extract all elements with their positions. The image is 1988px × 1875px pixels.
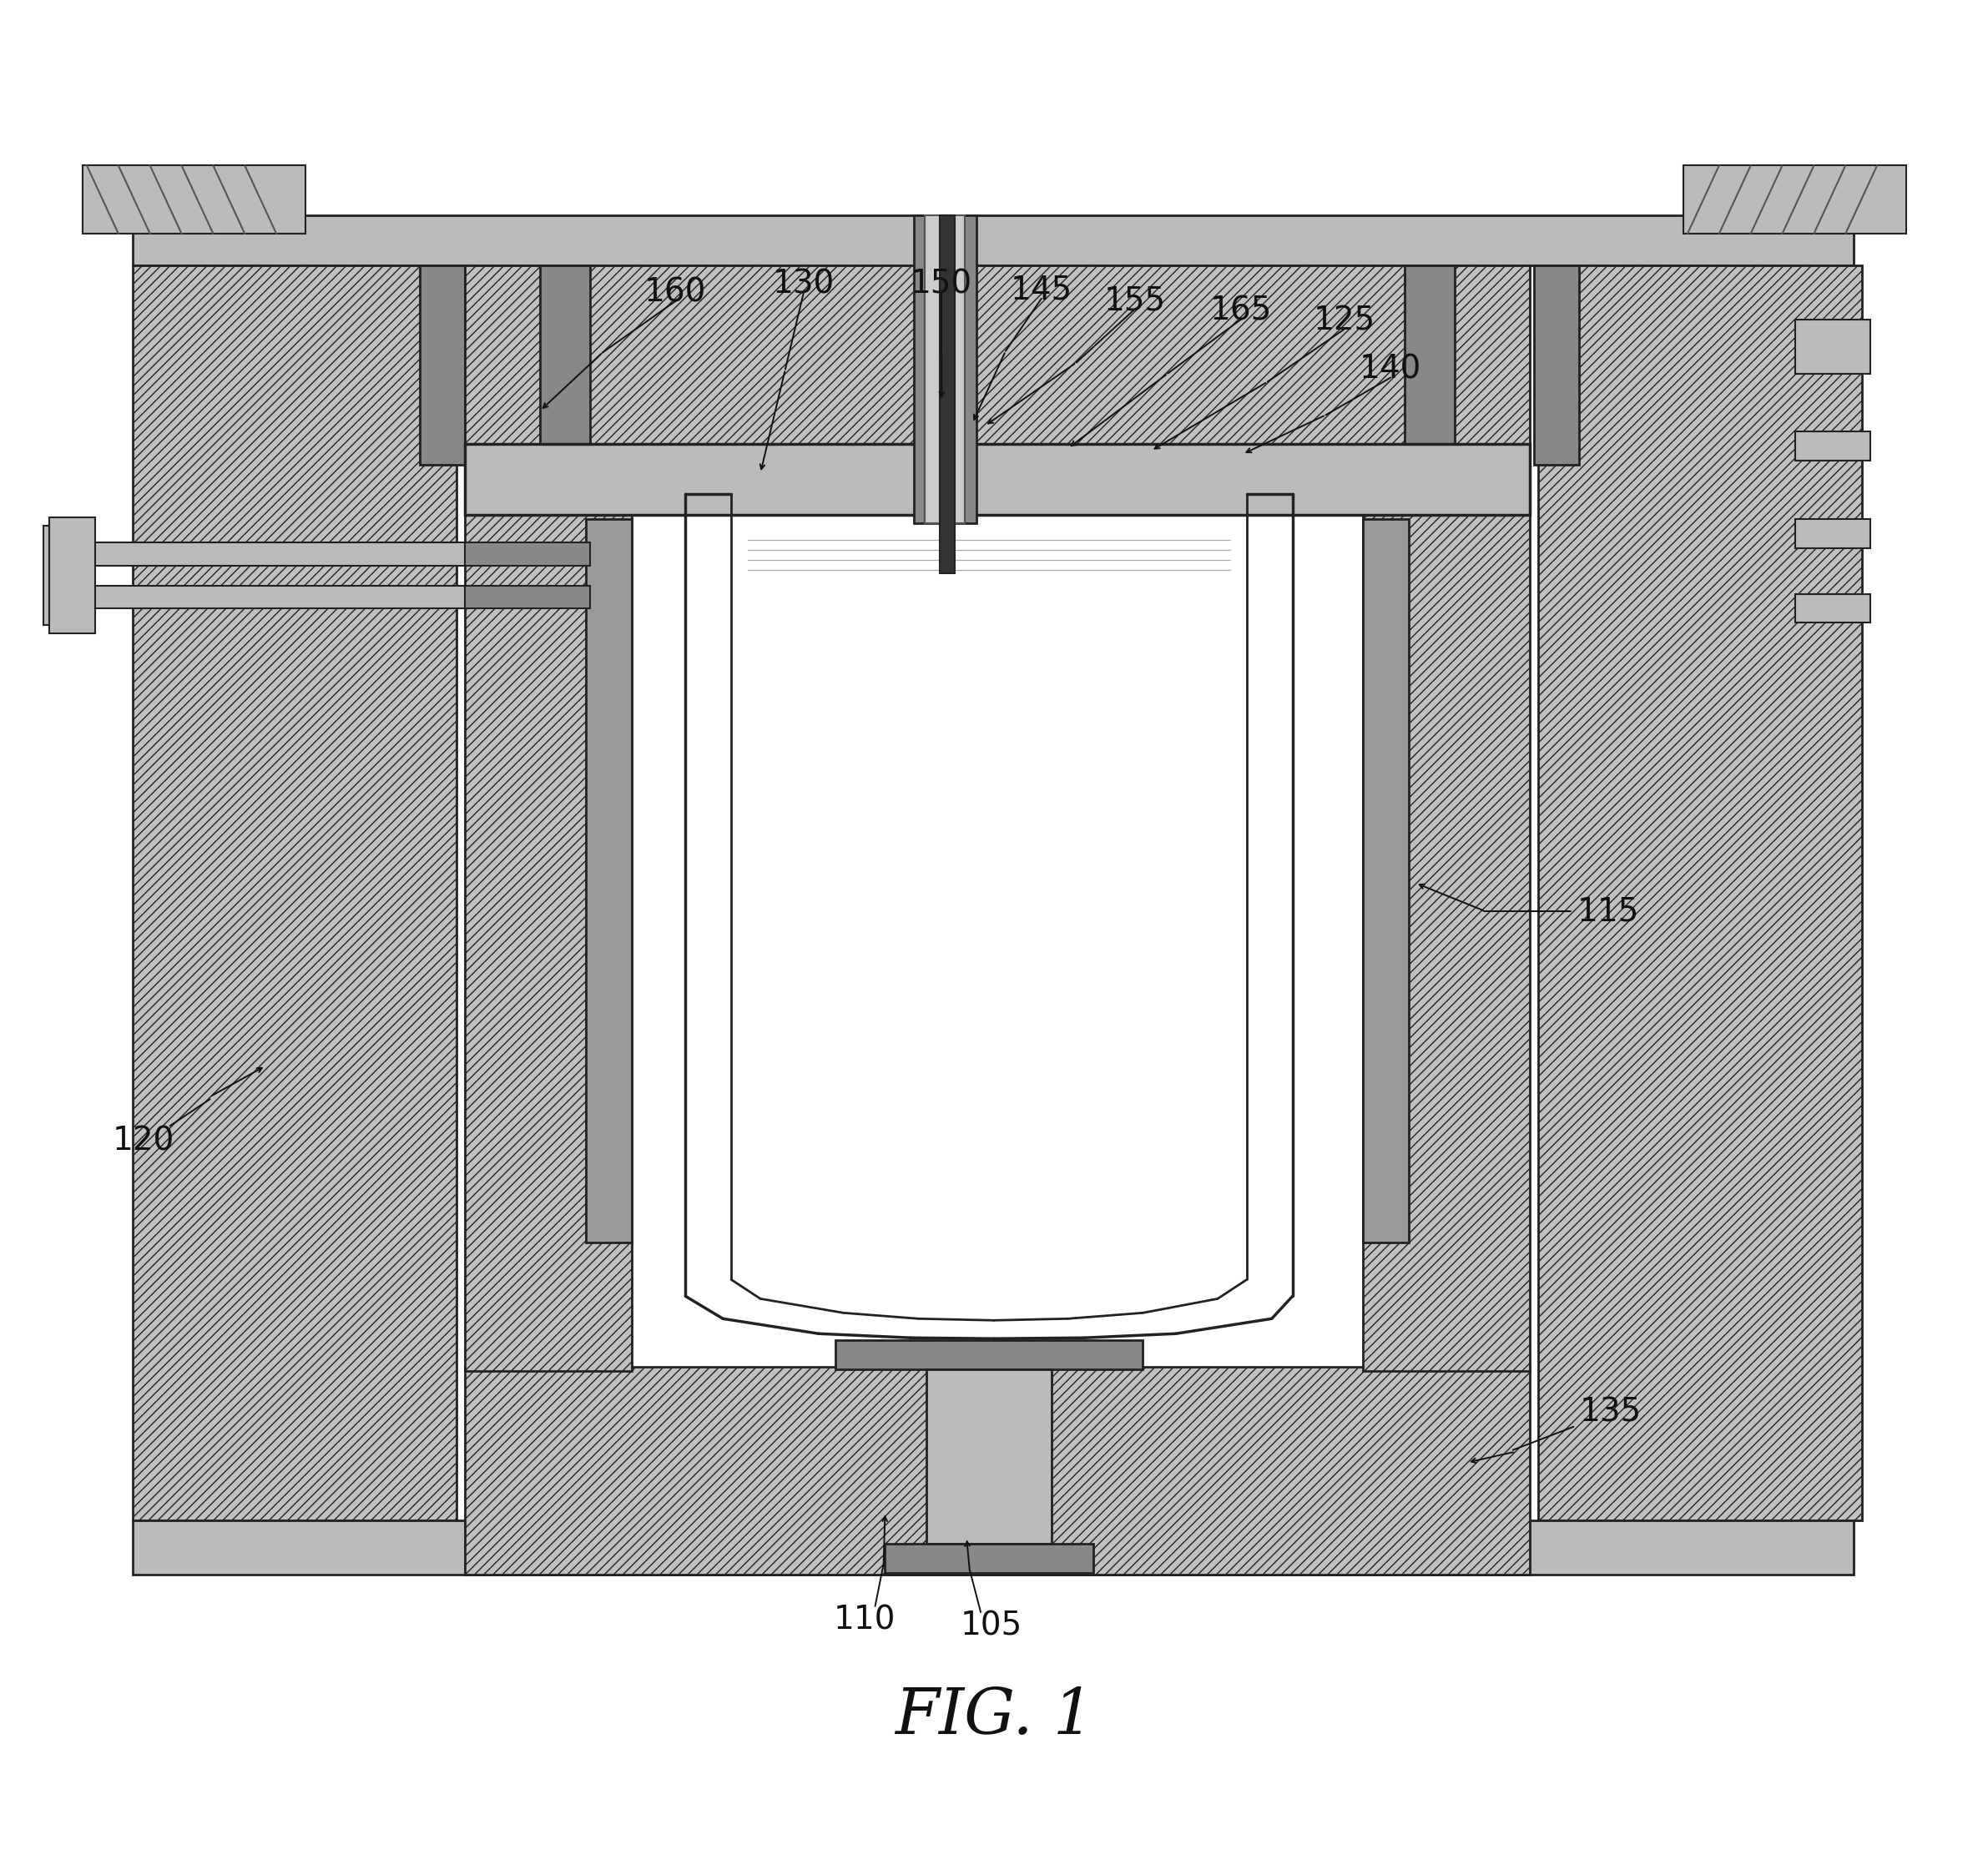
Polygon shape bbox=[686, 493, 1292, 1335]
Bar bbox=[914, 216, 976, 523]
Text: 115: 115 bbox=[1576, 896, 1638, 926]
Bar bbox=[586, 519, 632, 1243]
Bar bbox=[1795, 519, 1871, 548]
Bar bbox=[885, 1543, 1093, 1573]
Text: 145: 145 bbox=[1010, 274, 1072, 306]
Text: 150: 150 bbox=[911, 268, 972, 300]
Bar bbox=[419, 266, 465, 465]
Bar bbox=[1364, 519, 1409, 1243]
Bar bbox=[926, 1369, 1052, 1543]
Bar bbox=[465, 266, 1529, 473]
Bar bbox=[133, 266, 457, 1521]
Bar bbox=[465, 1367, 1529, 1575]
Bar bbox=[541, 266, 590, 499]
Text: 155: 155 bbox=[1103, 285, 1165, 317]
Bar bbox=[1406, 266, 1455, 499]
Bar bbox=[1364, 473, 1529, 1371]
Bar bbox=[465, 444, 1529, 516]
Text: 160: 160 bbox=[644, 278, 706, 309]
Bar bbox=[50, 518, 95, 634]
Text: 140: 140 bbox=[1360, 352, 1421, 384]
Bar bbox=[465, 585, 590, 609]
Bar bbox=[465, 473, 632, 1371]
Text: 120: 120 bbox=[113, 1125, 175, 1157]
Bar bbox=[924, 216, 964, 523]
Bar bbox=[940, 216, 954, 574]
Bar bbox=[1539, 266, 1863, 1521]
Text: 135: 135 bbox=[1578, 1397, 1642, 1429]
Bar bbox=[70, 585, 469, 609]
Text: 110: 110 bbox=[833, 1605, 895, 1637]
Bar bbox=[70, 542, 469, 566]
Text: 125: 125 bbox=[1314, 306, 1376, 338]
Bar bbox=[133, 216, 1853, 266]
Bar bbox=[1795, 319, 1871, 373]
Bar bbox=[133, 1521, 1853, 1575]
Text: 105: 105 bbox=[960, 1611, 1022, 1642]
Text: 165: 165 bbox=[1211, 294, 1272, 326]
Bar bbox=[44, 525, 78, 626]
Text: 130: 130 bbox=[773, 268, 835, 300]
Bar bbox=[1795, 431, 1871, 461]
Bar bbox=[1684, 165, 1906, 234]
Bar bbox=[1795, 594, 1871, 622]
Text: FIG. 1: FIG. 1 bbox=[895, 1686, 1093, 1748]
Bar bbox=[465, 542, 590, 566]
Bar bbox=[83, 165, 306, 234]
Bar bbox=[1533, 266, 1578, 465]
Bar bbox=[835, 1341, 1143, 1369]
